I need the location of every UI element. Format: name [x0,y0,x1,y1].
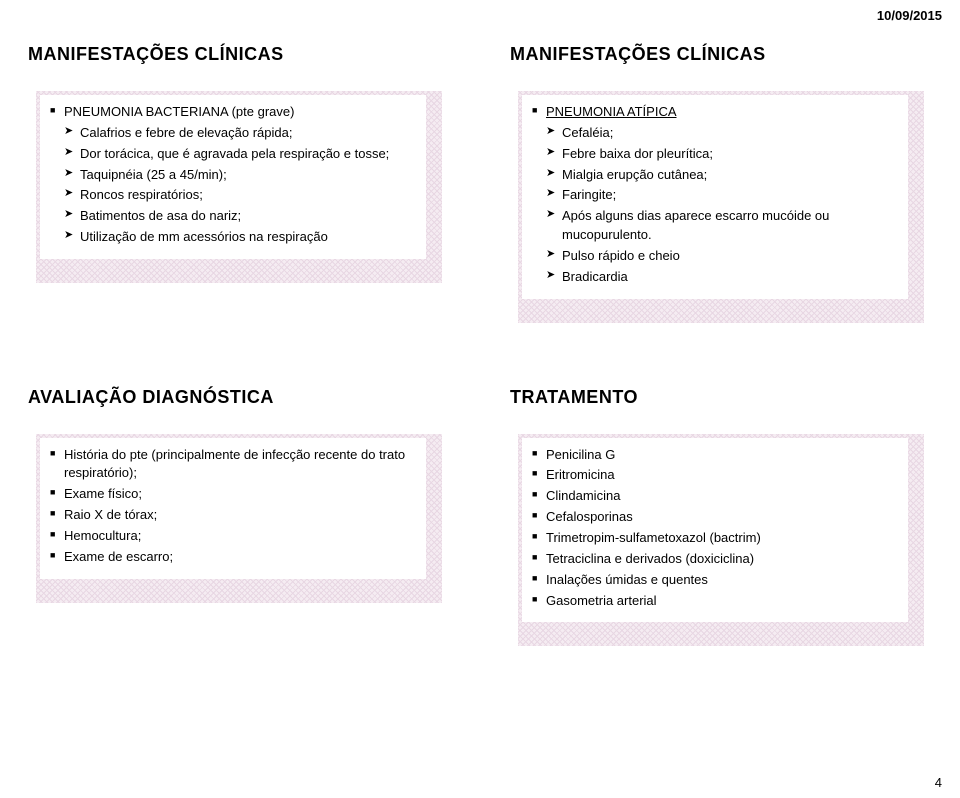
list-item: Batimentos de asa do nariz; [50,207,416,226]
item-text: Exame físico; [64,486,142,501]
slide-title: TRATAMENTO [510,387,920,408]
item-text: Eritromicina [546,467,615,482]
item-text: Penicilina G [546,447,615,462]
list-item: Raio X de tórax; [50,506,416,525]
list-item: Utilização de mm acessórios na respiraçã… [50,228,416,247]
item-text: Trimetropim-sulfametoxazol (bactrim) [546,530,761,545]
list-item: Cefalosporinas [532,508,898,527]
list-item: Exame de escarro; [50,548,416,567]
list-item: Cefaléia; [532,124,898,143]
content-box: Penicilina G Eritromicina Clindamicina C… [510,428,920,641]
item-text: Bradicardia [562,269,628,284]
item-text: Exame de escarro; [64,549,173,564]
list-item: PNEUMONIA ATÍPICA [532,103,898,122]
item-text: Batimentos de asa do nariz; [80,208,241,223]
item-text: Inalações úmidas e quentes [546,572,708,587]
item-text: Cefalosporinas [546,509,633,524]
item-text: Tetraciclina e derivados (doxiciclina) [546,551,754,566]
list-item: Eritromicina [532,466,898,485]
item-text: Utilização de mm acessórios na respiraçã… [80,229,328,244]
list-item: Penicilina G [532,446,898,465]
list-item: Gasometria arterial [532,592,898,611]
list-item: Roncos respiratórios; [50,186,416,205]
page-date: 10/09/2015 [877,8,942,23]
item-text: História do pte (principalmente de infec… [64,447,405,481]
slide-title: MANIFESTAÇÕES CLÍNICAS [28,44,438,65]
content-box: História do pte (principalmente de infec… [28,428,438,597]
item-text: PNEUMONIA BACTERIANA (pte grave) [64,104,294,119]
list-item: Febre baixa dor pleurítica; [532,145,898,164]
list-item: Mialgia erupção cutânea; [532,166,898,185]
list-item: Trimetropim-sulfametoxazol (bactrim) [532,529,898,548]
list-item: História do pte (principalmente de infec… [50,446,416,484]
item-text: Dor torácica, que é agravada pela respir… [80,146,389,161]
list-item: Exame físico; [50,485,416,504]
item-text: PNEUMONIA ATÍPICA [546,104,677,119]
slide-title: MANIFESTAÇÕES CLÍNICAS [510,44,920,65]
list-item: Faringite; [532,186,898,205]
list-item: PNEUMONIA BACTERIANA (pte grave) [50,103,416,122]
item-text: Hemocultura; [64,528,141,543]
item-text: Pulso rápido e cheio [562,248,680,263]
list-item: Pulso rápido e cheio [532,247,898,266]
list-item: Calafrios e febre de elevação rápida; [50,124,416,143]
slide-bottom-left: AVALIAÇÃO DIAGNÓSTICA História do pte (p… [28,387,438,641]
list-item: Hemocultura; [50,527,416,546]
slide-grid: MANIFESTAÇÕES CLÍNICAS PNEUMONIA BACTERI… [28,44,932,640]
slide-title: AVALIAÇÃO DIAGNÓSTICA [28,387,438,408]
slide-top-right: MANIFESTAÇÕES CLÍNICAS PNEUMONIA ATÍPICA… [510,44,920,317]
list-item: Tetraciclina e derivados (doxiciclina) [532,550,898,569]
content-inner: Penicilina G Eritromicina Clindamicina C… [522,438,908,623]
item-text: Febre baixa dor pleurítica; [562,146,713,161]
item-text: Faringite; [562,187,616,202]
content-inner: PNEUMONIA ATÍPICA Cefaléia; Febre baixa … [522,95,908,299]
item-text: Roncos respiratórios; [80,187,203,202]
list-item: Inalações úmidas e quentes [532,571,898,590]
list-item: Taquipnéia (25 a 45/min); [50,166,416,185]
item-text: Calafrios e febre de elevação rápida; [80,125,292,140]
item-text: Após alguns dias aparece escarro mucóide… [562,208,829,242]
content-box: PNEUMONIA ATÍPICA Cefaléia; Febre baixa … [510,85,920,317]
list-item: Clindamicina [532,487,898,506]
page-number: 4 [935,775,942,790]
item-text: Cefaléia; [562,125,613,140]
slide-top-left: MANIFESTAÇÕES CLÍNICAS PNEUMONIA BACTERI… [28,44,438,317]
item-text: Clindamicina [546,488,620,503]
content-box: PNEUMONIA BACTERIANA (pte grave) Calafri… [28,85,438,277]
content-inner: História do pte (principalmente de infec… [40,438,426,579]
list-item: Bradicardia [532,268,898,287]
item-text: Raio X de tórax; [64,507,157,522]
slide-bottom-right: TRATAMENTO Penicilina G Eritromicina Cli… [510,387,920,641]
item-text: Taquipnéia (25 a 45/min); [80,167,227,182]
list-item: Dor torácica, que é agravada pela respir… [50,145,416,164]
content-inner: PNEUMONIA BACTERIANA (pte grave) Calafri… [40,95,426,259]
item-text: Mialgia erupção cutânea; [562,167,707,182]
list-item: Após alguns dias aparece escarro mucóide… [532,207,898,245]
item-text: Gasometria arterial [546,593,657,608]
